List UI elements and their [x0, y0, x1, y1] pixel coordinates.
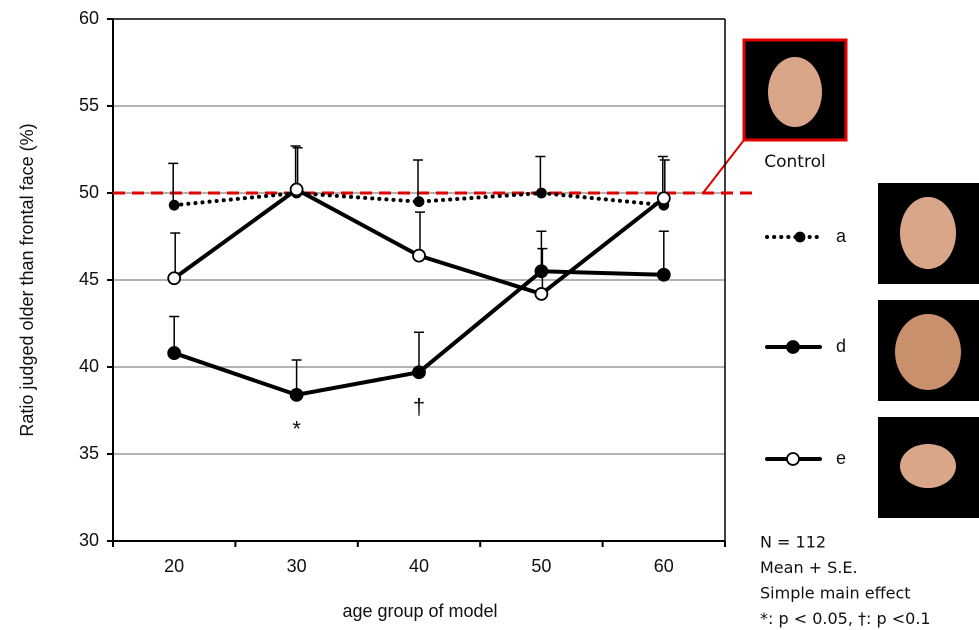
- error-bar: [168, 162, 179, 206]
- legend-label: e: [836, 448, 846, 468]
- error-bar: [535, 155, 546, 193]
- error-bar: [415, 211, 425, 256]
- x-tick-label: 50: [531, 556, 551, 576]
- legend-marker: [794, 231, 806, 243]
- y-axis-label: Ratio judged older than frontal face (%): [17, 123, 37, 436]
- x-tick-label: 20: [164, 556, 184, 576]
- y-tick-label: 45: [79, 269, 99, 289]
- data-point: [413, 196, 425, 208]
- legend-label: a: [836, 226, 847, 246]
- data-point: [167, 271, 182, 286]
- error-bar: [658, 230, 669, 275]
- data-point: [534, 264, 549, 279]
- data-point: [412, 248, 426, 263]
- error-bar: [170, 232, 181, 279]
- data-point: [412, 365, 426, 380]
- error-bar: [413, 159, 423, 202]
- note: Mean + S.E.: [760, 558, 858, 577]
- data-point: [656, 267, 671, 282]
- y-tick-label: 60: [79, 8, 99, 28]
- data-point: [534, 287, 549, 301]
- data-point: [167, 346, 182, 360]
- x-tick-label: 40: [409, 556, 429, 576]
- legend-marker: [786, 452, 800, 466]
- face-images: [742, 38, 979, 518]
- significance-mark: *: [292, 417, 301, 442]
- y-tick-label: 35: [79, 443, 99, 463]
- y-tick-label: 50: [79, 182, 99, 202]
- y-tick-label: 55: [79, 95, 99, 115]
- x-tick-label: 30: [287, 556, 307, 576]
- x-axis-label: age group of model: [342, 601, 497, 621]
- error-bar: [292, 147, 303, 190]
- x-tick-label: 60: [654, 556, 674, 576]
- control-connector: [702, 139, 745, 194]
- data-point: [656, 191, 671, 206]
- data-point: [289, 182, 304, 197]
- legend-label: d: [836, 336, 846, 356]
- note: N = 112: [760, 533, 826, 552]
- note: *: p < 0.05, †: p <0.1: [760, 609, 931, 628]
- data-point: [289, 387, 304, 402]
- legend-marker: [786, 340, 800, 354]
- reference-label: Control: [764, 152, 825, 172]
- y-tick-label: 40: [79, 356, 99, 376]
- data-point: [168, 199, 180, 211]
- significance-mark: †: [413, 394, 425, 419]
- data-point: [536, 187, 547, 199]
- y-tick-label: 30: [79, 530, 99, 550]
- note: Simple main effect: [760, 584, 911, 603]
